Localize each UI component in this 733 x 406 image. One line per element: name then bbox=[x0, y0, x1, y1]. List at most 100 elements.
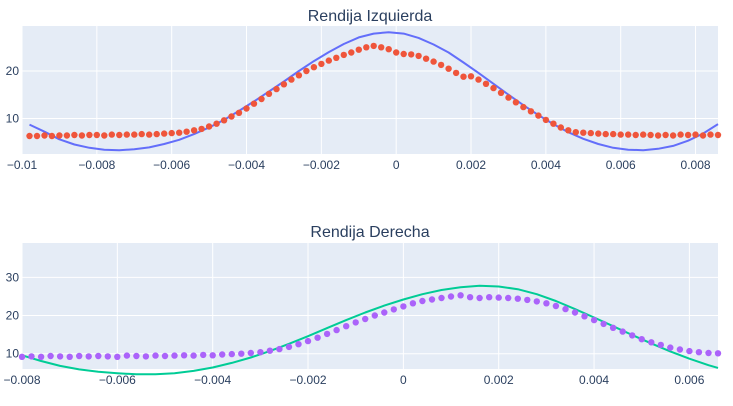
data-point bbox=[676, 346, 684, 353]
data-point bbox=[590, 316, 598, 324]
data-point bbox=[314, 334, 321, 341]
data-point bbox=[520, 103, 527, 111]
data-point bbox=[609, 324, 617, 331]
data-point bbox=[714, 131, 722, 139]
data-point bbox=[419, 297, 426, 305]
x-tick-label: −0.004 bbox=[194, 373, 231, 387]
chart-title: Rendija Izquierda bbox=[308, 8, 433, 25]
data-point bbox=[33, 132, 41, 140]
data-point bbox=[273, 85, 280, 93]
data-point bbox=[581, 313, 588, 320]
data-point bbox=[146, 131, 153, 138]
data-point bbox=[505, 94, 512, 101]
data-point bbox=[37, 353, 45, 360]
data-point bbox=[475, 76, 482, 83]
data-point bbox=[66, 353, 73, 360]
data-point bbox=[41, 132, 48, 139]
data-point bbox=[497, 89, 505, 97]
data-point bbox=[654, 132, 662, 139]
data-point bbox=[180, 352, 188, 359]
data-point bbox=[565, 127, 572, 134]
data-point bbox=[86, 131, 93, 139]
data-point bbox=[460, 73, 467, 80]
chart-title: Rendija Derecha bbox=[310, 224, 429, 241]
data-point bbox=[629, 332, 636, 339]
y-tick-label: 10 bbox=[6, 111, 20, 125]
subplot-bottom: −0.008 −0.006 −0.004 −0.002 0 0.002 0.004 0.006… bbox=[3, 224, 722, 387]
data-point bbox=[657, 341, 664, 349]
y-tick-label: 20 bbox=[6, 309, 20, 323]
data-point bbox=[26, 132, 33, 140]
tick-labels: −0.01 −0.008 −0.006 −0.004 −0.002 0 0.002 0.004… bbox=[6, 64, 711, 172]
data-point bbox=[370, 42, 377, 50]
data-point bbox=[265, 90, 273, 98]
data-point bbox=[247, 349, 254, 357]
data-point bbox=[381, 309, 388, 316]
data-point bbox=[705, 349, 712, 357]
data-point bbox=[325, 57, 332, 64]
data-point bbox=[572, 129, 579, 136]
data-point bbox=[714, 350, 722, 357]
data-point bbox=[235, 109, 243, 117]
data-point bbox=[101, 132, 108, 139]
data-point bbox=[85, 353, 92, 360]
data-point bbox=[310, 63, 318, 71]
data-point bbox=[524, 296, 531, 304]
data-point bbox=[437, 61, 445, 69]
data-point bbox=[490, 84, 497, 92]
data-point bbox=[183, 128, 190, 135]
data-point bbox=[318, 60, 325, 68]
data-point bbox=[161, 130, 168, 137]
data-point bbox=[495, 294, 502, 301]
data-point bbox=[445, 65, 452, 72]
data-point bbox=[378, 44, 385, 51]
series-line bbox=[21, 284, 719, 376]
data-point bbox=[152, 352, 159, 359]
data-point bbox=[452, 69, 460, 77]
plot-area bbox=[22, 243, 718, 369]
data-point bbox=[285, 343, 293, 351]
data-point bbox=[123, 352, 131, 359]
data-point bbox=[108, 131, 116, 138]
data-point bbox=[131, 131, 138, 138]
data-point bbox=[371, 312, 378, 319]
data-point bbox=[219, 351, 226, 358]
x-tick-label: −0.004 bbox=[228, 158, 265, 172]
data-point bbox=[617, 131, 624, 138]
data-point bbox=[669, 132, 677, 139]
data-point bbox=[303, 67, 310, 75]
data-point bbox=[486, 294, 493, 301]
data-point bbox=[467, 73, 475, 80]
data-point bbox=[333, 54, 340, 61]
data-point bbox=[243, 105, 250, 112]
data-point bbox=[447, 293, 455, 300]
x-tick-label: 0.002 bbox=[456, 158, 486, 172]
data-point bbox=[600, 320, 607, 328]
series-layer bbox=[26, 31, 722, 152]
data-point bbox=[104, 353, 112, 360]
data-point bbox=[557, 124, 564, 131]
data-point bbox=[707, 131, 714, 138]
data-point bbox=[692, 131, 699, 138]
data-point bbox=[205, 123, 213, 130]
data-point bbox=[602, 130, 609, 138]
data-point bbox=[348, 49, 355, 56]
data-point bbox=[638, 336, 645, 343]
x-tick-label: 0.006 bbox=[674, 373, 704, 387]
series-line bbox=[29, 31, 719, 152]
data-point bbox=[400, 50, 407, 58]
data-point bbox=[48, 132, 56, 140]
y-tick-label: 30 bbox=[6, 270, 20, 284]
data-point bbox=[632, 131, 639, 139]
data-point bbox=[176, 129, 183, 136]
data-point bbox=[363, 44, 370, 51]
data-point bbox=[295, 72, 303, 79]
x-tick-label: −0.002 bbox=[303, 158, 340, 172]
x-tick-label: 0.004 bbox=[579, 373, 609, 387]
data-point bbox=[619, 328, 626, 335]
data-point bbox=[482, 80, 490, 88]
data-point bbox=[161, 352, 169, 360]
y-tick-label: 20 bbox=[6, 64, 20, 78]
data-point bbox=[686, 347, 693, 355]
data-point bbox=[116, 131, 123, 139]
